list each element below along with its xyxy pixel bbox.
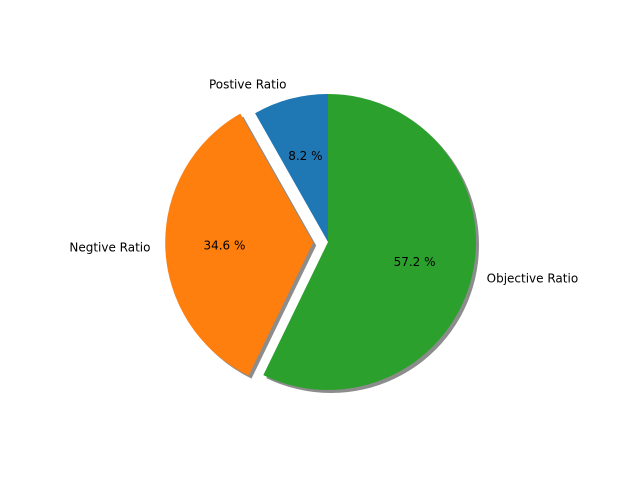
slice-label-objective-ratio: Objective Ratio — [487, 272, 579, 286]
slice-labels: 8.2 % Postive Ratio 34.6 % Negtive Ratio 57.… — [69, 78, 578, 286]
pie-slices — [165, 94, 476, 390]
percent-label-objective-ratio: 57.2 % — [394, 255, 436, 269]
pie-slice-postive-ratio — [255, 94, 328, 242]
slice-label-postive-ratio: Postive Ratio — [209, 78, 287, 92]
percent-label-postive-ratio: 8.2 % — [288, 149, 322, 163]
percent-label-negtive-ratio: 34.6 % — [203, 238, 245, 252]
pie-slice-negtive-ratio — [165, 113, 314, 376]
pie-slice-objective-ratio — [263, 94, 476, 390]
slice-label-negtive-ratio: Negtive Ratio — [69, 241, 150, 255]
